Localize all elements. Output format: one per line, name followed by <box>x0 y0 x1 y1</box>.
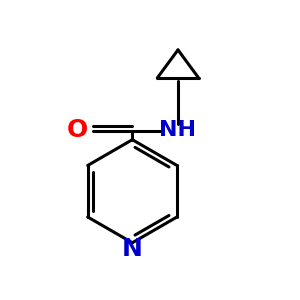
Text: NH: NH <box>160 120 197 140</box>
Text: O: O <box>67 118 88 142</box>
Text: N: N <box>122 237 143 261</box>
